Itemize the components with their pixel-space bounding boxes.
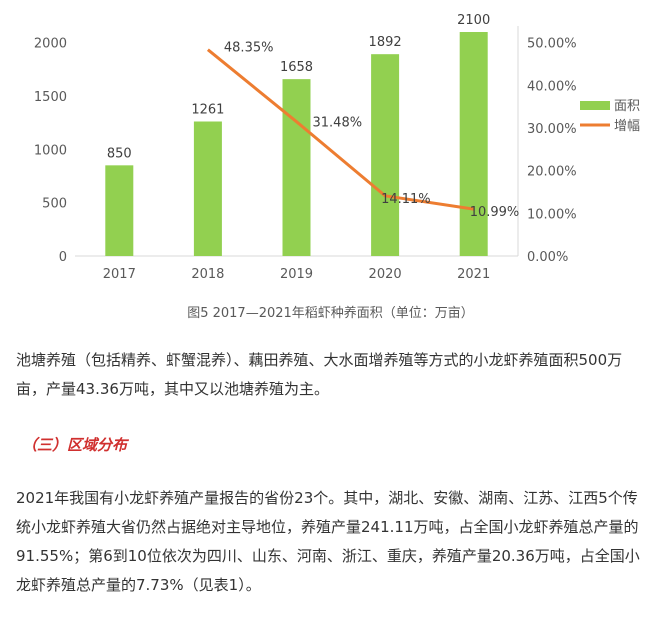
bar-label-2021: 2100 [457, 13, 490, 28]
line-label-2021: 10.99% [470, 205, 520, 220]
rice-shrimp-area-chart: 0 500 1000 1500 2000 0.00% 10.00% 20.00% 30.00% 4… [34, 13, 640, 282]
bar-label-2017: 850 [107, 146, 132, 161]
x-axis-tick-label-4: 2021 [457, 267, 490, 282]
line-label-2018: 48.35% [224, 41, 274, 56]
bar-2017 [105, 165, 134, 256]
right-axis-tick-label-3: 30.00% [527, 122, 577, 137]
bar-label-2020: 1892 [369, 35, 402, 50]
chart-caption: 图5 2017—2021年稻虾种养面积（单位：万亩） [187, 306, 474, 321]
right-axis-tick-label-0: 0.00% [527, 250, 568, 265]
x-axis-tick-label-0: 2017 [103, 267, 136, 282]
growth-line [206, 48, 474, 211]
paragraph-regional-distribution: 2021年我国有小龙虾养殖产量报告的省份23个。其中，湖北、安徽、湖南、江苏、江… [16, 489, 640, 594]
chart-container: 0 500 1000 1500 2000 0.00% 10.00% 20.00% 30.00% 4… [0, 0, 661, 300]
legend-swatch-area [580, 101, 610, 110]
line-label-2019: 31.48% [313, 116, 363, 131]
legend-label-area: 面积 [614, 99, 640, 114]
bar-2021 [459, 32, 488, 256]
left-axis-tick-label-3: 1500 [34, 90, 67, 105]
bar-label-2018: 1261 [191, 102, 224, 117]
bar-2020 [371, 54, 400, 256]
right-axis-tick-label-5: 50.00% [527, 37, 577, 52]
left-axis-tick-label-0: 0 [59, 250, 67, 265]
left-axis-tick-label-2: 1000 [34, 143, 67, 158]
section-heading-regional-distribution: （三）区域分布 [22, 436, 128, 454]
x-axis-tick-label-2: 2019 [280, 267, 313, 282]
legend-label-growth: 增幅 [614, 119, 640, 134]
x-axis-tick-label-1: 2018 [191, 267, 224, 282]
bar-label-2019: 1658 [280, 60, 313, 75]
left-axis-tick-label-4: 2000 [34, 37, 67, 52]
line-label-2020: 14.11% [381, 192, 431, 207]
paragraph-pond-farming: 池塘养殖（包括精养、虾蟹混养）、藕田养殖、大水面增养殖等方式的小龙虾养殖面积50… [16, 351, 623, 398]
bar-2018 [193, 121, 222, 256]
right-axis-tick-label-4: 40.00% [527, 79, 577, 94]
right-axis-tick-label-1: 10.00% [527, 207, 577, 222]
bar-2019 [282, 79, 311, 256]
x-axis-tick-label-3: 2020 [369, 267, 402, 282]
right-axis-tick-label-2: 20.00% [527, 165, 577, 180]
left-axis-tick-label-1: 500 [42, 197, 67, 212]
